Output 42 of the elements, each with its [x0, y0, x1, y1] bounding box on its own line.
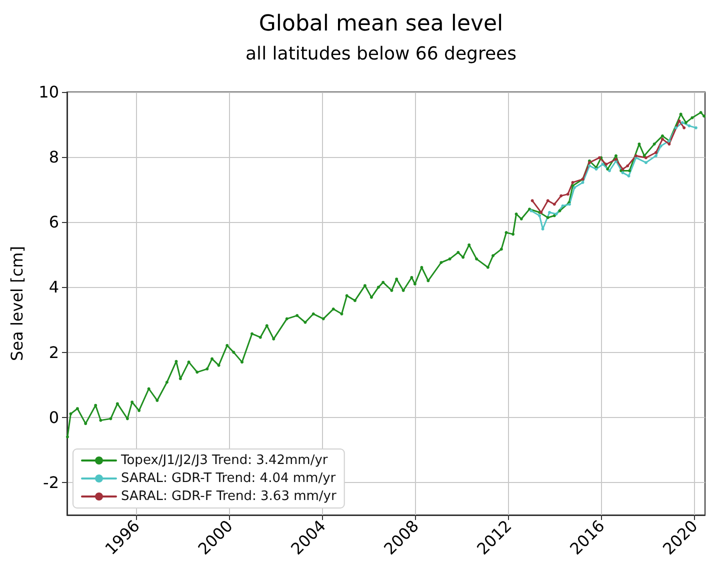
point [659, 144, 662, 148]
point [678, 119, 681, 122]
y-axis-title: Sea level [cm] [8, 246, 26, 361]
point [626, 164, 630, 168]
point [680, 121, 684, 124]
point [541, 227, 544, 230]
legend-label: Topex/J1/J2/J3 Trend: 3.42mm/yr [120, 453, 328, 468]
point [538, 214, 542, 218]
point [627, 174, 630, 178]
point [581, 180, 584, 184]
point [604, 162, 608, 166]
point [688, 124, 691, 128]
point [588, 164, 591, 168]
legend-label: SARAL: GDR-F Trend: 3.63 mm/yr [121, 489, 337, 504]
point [601, 162, 604, 166]
point [682, 126, 686, 130]
point [644, 161, 648, 164]
chart-title: Global mean sea level [258, 12, 504, 36]
point [560, 194, 563, 198]
point [530, 199, 534, 202]
point [561, 204, 564, 208]
y-tick-label: 4 [48, 278, 59, 297]
point [694, 126, 698, 130]
line-series [530, 119, 686, 214]
legend-label: SARAL: GDR-T Trend: 4.04 mm/yr [121, 471, 336, 486]
point [668, 142, 671, 146]
y-tick-label: 8 [48, 148, 59, 167]
point [548, 210, 552, 214]
y-tick-label: 2 [48, 342, 59, 362]
point [571, 180, 574, 184]
y-tick-label: 6 [48, 212, 59, 232]
y-tick-label: -2 [43, 472, 59, 492]
point [566, 192, 570, 196]
point [546, 199, 550, 202]
point [552, 202, 556, 206]
chart-subtitle: all latitudes below 66 degrees [246, 44, 516, 64]
point [674, 126, 678, 130]
point [654, 154, 658, 158]
y-tick-label: 10 [38, 82, 59, 102]
y-tick-label: 0 [48, 408, 59, 427]
line-series [530, 121, 698, 230]
point [660, 138, 664, 141]
